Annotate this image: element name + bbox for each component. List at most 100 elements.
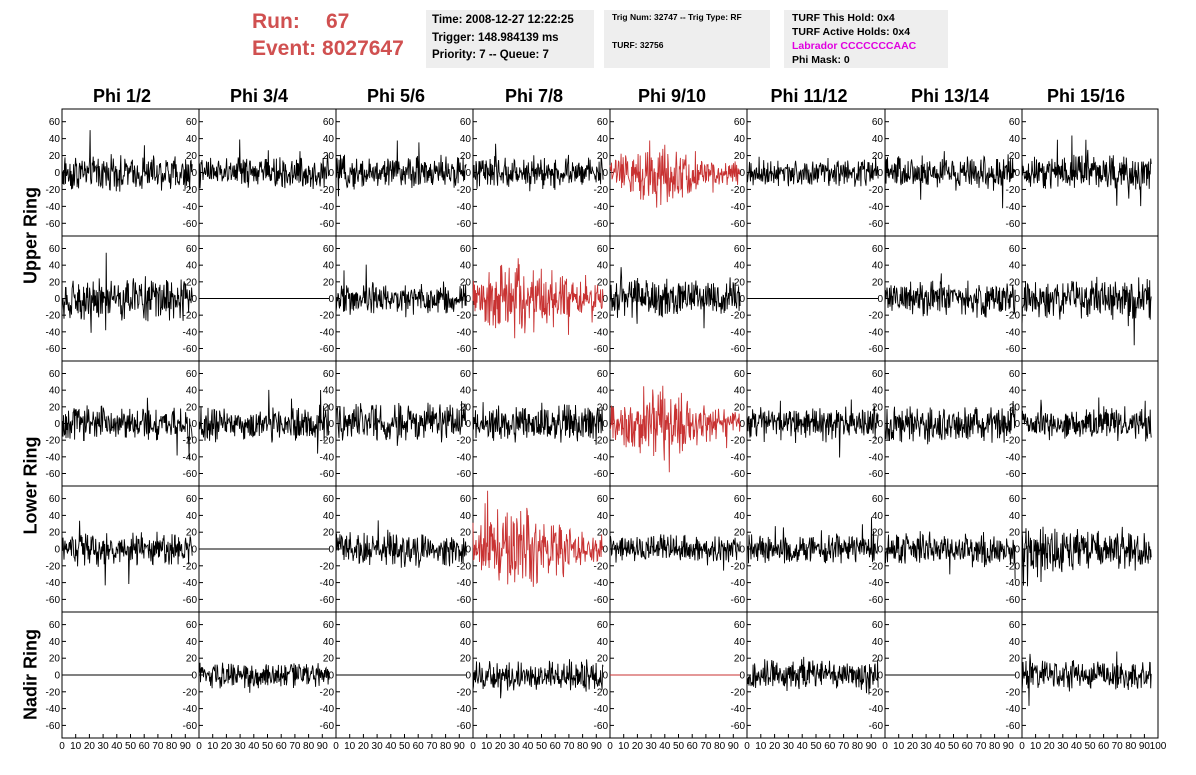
- x-tick-label: 40: [385, 741, 397, 752]
- y-tick-label: 0: [1014, 671, 1020, 682]
- y-tick-label: 60: [1009, 620, 1021, 631]
- y-tick-label: -20: [594, 687, 609, 698]
- y-tick-label: -40: [594, 327, 609, 338]
- waveform-trace: [472, 659, 604, 699]
- y-tick-label: 40: [460, 511, 472, 522]
- event-value: 8027647: [322, 37, 404, 60]
- y-tick-label: -60: [1006, 469, 1021, 480]
- y-tick-label: -60: [1006, 595, 1021, 606]
- y-tick-label: 20: [186, 654, 198, 665]
- y-tick-label: -40: [731, 452, 746, 463]
- y-tick-label: 0: [1014, 545, 1020, 556]
- x-tick-label: 50: [125, 741, 137, 752]
- event-label: Event:: [252, 37, 317, 60]
- x-tick-label: 30: [235, 741, 247, 752]
- y-tick-label: -60: [457, 219, 472, 230]
- y-tick-label: 0: [602, 168, 608, 179]
- y-tick-label: 20: [1009, 277, 1021, 288]
- y-tick-label: -20: [594, 311, 609, 322]
- y-tick-label: 20: [323, 654, 335, 665]
- x-tick-label: 10: [344, 741, 356, 752]
- waveform-trace: [472, 143, 604, 192]
- y-tick-label: -40: [731, 202, 746, 213]
- x-tick-label: 40: [111, 741, 123, 752]
- y-tick-label: 60: [460, 620, 472, 631]
- y-tick-label: -40: [320, 578, 335, 589]
- y-tick-label: -20: [183, 687, 198, 698]
- y-tick-label: 40: [597, 386, 609, 397]
- waveform-trace: [335, 140, 467, 197]
- x-tick-label: 80: [577, 741, 589, 752]
- waveform-trace: [472, 402, 604, 445]
- waveform-trace: [746, 517, 879, 564]
- y-tick-label: 0: [328, 671, 334, 682]
- y-tick-label: -60: [1006, 721, 1021, 732]
- y-tick-label: -20: [183, 561, 198, 572]
- phi-mask-text: Phi Mask: 0: [792, 54, 850, 66]
- y-tick-label: 60: [186, 117, 198, 128]
- y-tick-label: 60: [49, 494, 61, 505]
- waveform-trace: [61, 252, 193, 333]
- x-tick-label: 20: [358, 741, 370, 752]
- x-tick-label: 50: [810, 741, 822, 752]
- x-tick-label: 60: [687, 741, 699, 752]
- column-title: Phi 15/16: [1046, 86, 1126, 106]
- waveform-trace: [61, 397, 193, 460]
- waveform-trace: [1021, 397, 1152, 442]
- y-tick-label: 60: [49, 369, 61, 380]
- x-tick-label: 30: [921, 741, 933, 752]
- y-tick-label: 40: [872, 637, 884, 648]
- y-tick-label: -20: [457, 311, 472, 322]
- y-tick-label: 60: [734, 494, 746, 505]
- x-tick-label: 70: [289, 741, 301, 752]
- turf-active-holds-text: TURF Active Holds: 0x4: [792, 26, 911, 38]
- y-tick-label: 0: [739, 545, 745, 556]
- y-tick-label: 0: [191, 168, 197, 179]
- x-tick-label: 0: [470, 741, 476, 752]
- x-tick-label: 100: [1150, 741, 1167, 752]
- y-tick-label: 20: [597, 151, 609, 162]
- y-tick-label: 40: [323, 261, 335, 272]
- y-tick-label: -60: [457, 721, 472, 732]
- y-tick-label: 40: [49, 511, 61, 522]
- x-tick-label: 20: [769, 741, 781, 752]
- y-tick-label: 20: [872, 528, 884, 539]
- x-tick-label: 50: [399, 741, 411, 752]
- y-tick-label: -40: [183, 578, 198, 589]
- x-tick-label: 90: [866, 741, 878, 752]
- y-tick-label: 60: [186, 494, 198, 505]
- waveform-trace: [198, 662, 330, 693]
- y-tick-label: 40: [186, 261, 198, 272]
- y-tick-label: 0: [602, 545, 608, 556]
- y-tick-label: -20: [1006, 185, 1021, 196]
- y-tick-label: 20: [460, 528, 472, 539]
- y-tick-label: -40: [1006, 202, 1021, 213]
- y-tick-label: -20: [46, 561, 61, 572]
- x-tick-label: 40: [797, 741, 809, 752]
- y-tick-label: -60: [183, 219, 198, 230]
- y-tick-label: 20: [460, 654, 472, 665]
- y-tick-label: -60: [183, 721, 198, 732]
- y-tick-label: -20: [320, 185, 335, 196]
- turf-info-box: TURF This Hold: 0x4 TURF Active Holds: 0…: [784, 10, 948, 68]
- y-tick-label: 40: [597, 261, 609, 272]
- y-tick-label: 20: [186, 151, 198, 162]
- waveform-trace: [609, 534, 741, 571]
- x-tick-label: 10: [755, 741, 767, 752]
- y-tick-label: -40: [1006, 327, 1021, 338]
- y-tick-label: -40: [594, 578, 609, 589]
- y-tick-label: -60: [320, 721, 335, 732]
- x-tick-label: 20: [84, 741, 96, 752]
- y-tick-label: -60: [594, 595, 609, 606]
- column-title: Phi 5/6: [366, 86, 426, 106]
- waveform-trace: [1021, 135, 1152, 207]
- waveform-trace: [609, 385, 741, 473]
- x-tick-label: 0: [882, 741, 888, 752]
- y-tick-label: 60: [186, 369, 198, 380]
- x-tick-label: 30: [98, 741, 110, 752]
- x-tick-label: 70: [152, 741, 164, 752]
- y-tick-label: 0: [877, 168, 883, 179]
- x-tick-label: 0: [333, 741, 339, 752]
- y-tick-label: -20: [46, 687, 61, 698]
- y-tick-label: 40: [186, 637, 198, 648]
